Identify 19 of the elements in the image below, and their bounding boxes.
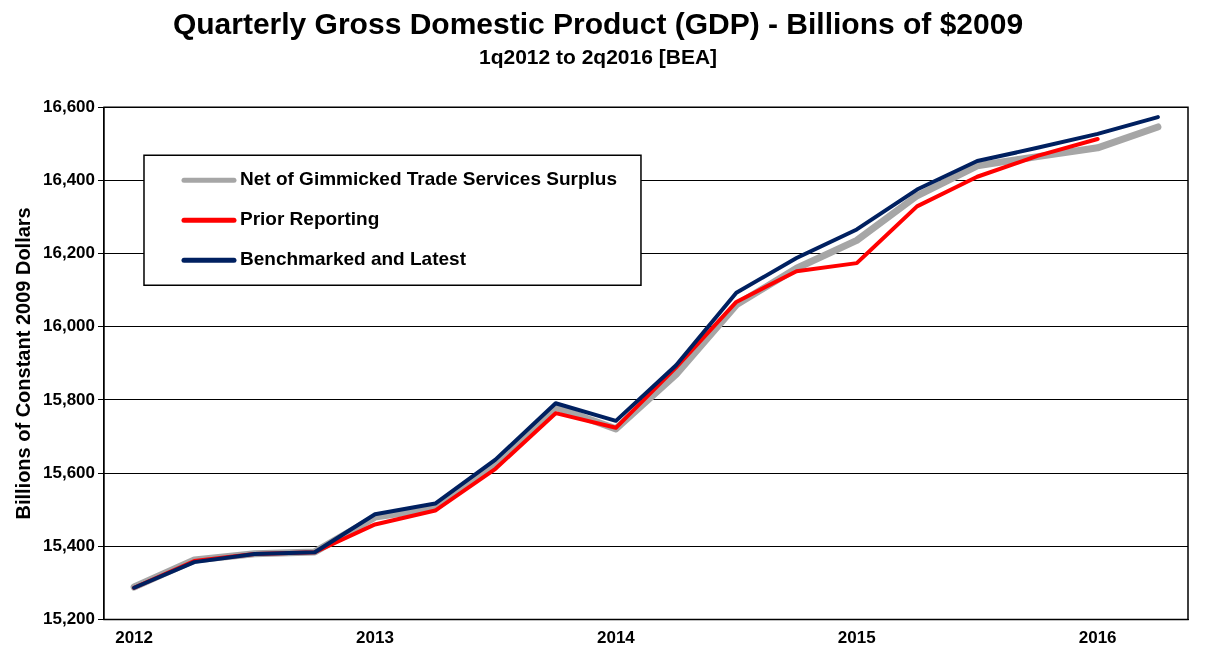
y-axis-title: Billions of Constant 2009 Dollars — [11, 207, 34, 520]
x-tick-label: 2014 — [596, 628, 636, 648]
legend-label: Net of Gimmicked Trade Services Surplus — [240, 168, 617, 190]
y-tick-label: 15,600 — [43, 462, 95, 482]
x-tick-label: 2012 — [115, 628, 154, 648]
chart-title: Quarterly Gross Domestic Product (GDP) - Billions of $2009 — [172, 7, 1024, 41]
x-tick-label: 2015 — [837, 628, 876, 648]
y-tick-label: 15,200 — [43, 609, 95, 629]
y-tick-label: 15,800 — [43, 389, 95, 409]
x-tick-label: 2016 — [1078, 628, 1117, 648]
x-tick-label: 2013 — [356, 628, 394, 648]
y-tick-label: 16,200 — [43, 243, 95, 263]
legend-label: Benchmarked and Latest — [240, 248, 467, 270]
y-tick-label: 16,000 — [43, 316, 95, 336]
y-tick-label: 15,400 — [43, 536, 95, 556]
legend-label: Prior Reporting — [240, 208, 380, 230]
y-tick-label: 16,400 — [43, 170, 95, 190]
y-tick-label: 16,600 — [43, 96, 95, 116]
chart-subtitle: 1q2012 to 2q2016 [BEA] — [478, 45, 718, 69]
